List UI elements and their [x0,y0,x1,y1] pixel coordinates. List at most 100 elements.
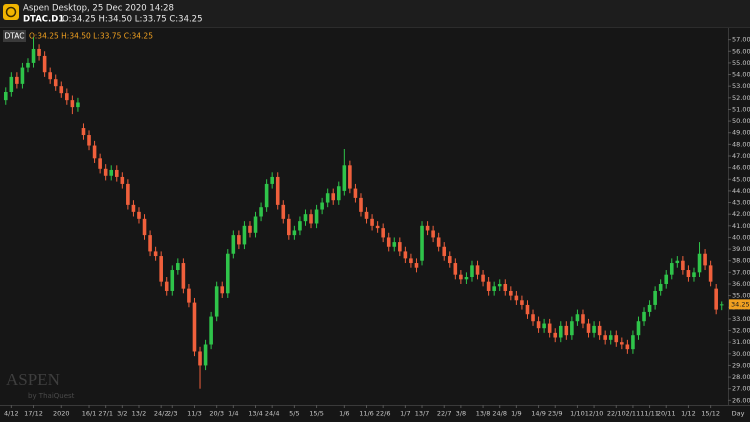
x-tick-label: 3/8 [456,410,466,418]
x-tick-label: 24/8 [492,410,507,418]
candle-body [464,277,469,280]
candle-body [3,91,8,101]
candle-body [176,263,180,271]
candle-body [159,256,163,282]
candle-body [425,225,430,231]
x-tick-label: 17/12 [24,410,43,418]
candle-body [131,204,136,212]
candle-body [636,321,641,336]
x-tick-label: 2020 [53,410,70,418]
candle-body [164,281,169,291]
candle-body [714,288,718,310]
y-tick-label: 43.00 [732,199,750,207]
y-tick-label: 35.00 [732,292,750,300]
candle-body [31,48,36,63]
header-bar [0,0,750,27]
candle-body [231,235,236,254]
candle-body [248,225,252,233]
x-tick-label: 13/7 [415,410,430,418]
x-tick-label: 1/4 [228,410,238,418]
candle-body [692,272,696,278]
y-tick-label: 26.00 [732,396,750,404]
candle-body [697,253,702,273]
y-tick-label: 46.00 [732,164,750,172]
candle-body [187,288,191,303]
candle-body [447,256,452,264]
candle-body [270,176,274,184]
x-tick-label: 4/12 [4,410,19,418]
candle-body [497,283,502,287]
y-tick-label: 29.00 [732,361,750,369]
candle-body [287,218,291,236]
last-price-marker [729,299,750,310]
app-icon[interactable] [3,4,19,20]
candle-body [553,332,558,338]
x-tick-label: 3/2 [117,410,127,418]
x-tick-label: 1/12 [681,410,696,418]
candle-body [503,283,508,291]
y-tick-label: 37.00 [732,268,750,276]
candle-body [303,214,308,222]
header-ohlc: O:34.25 H:34.50 L:33.75 C:34.25 [62,15,203,25]
y-tick-label: 44.00 [732,187,750,195]
candle-body [453,263,458,275]
candle-body [281,204,286,219]
y-tick-label: 40.00 [732,233,750,241]
watermark-by: by ThaiQuest [28,392,75,400]
candle-body [642,311,646,322]
candle-body [114,169,119,177]
x-tick-label: 15/5 [309,410,324,418]
candle-body [436,237,441,247]
x-tick-label: 11/6 [359,410,374,418]
candle-body [586,323,591,333]
candle-body [669,263,674,275]
symbol-badge [3,30,26,42]
y-tick-label: 31.00 [732,338,750,346]
candle-body [597,325,602,336]
x-tick-label: 22/10 [607,410,626,418]
candle-body [386,237,391,247]
candle-body [686,270,691,278]
y-tick-label: 49.00 [732,129,750,137]
x-tick-label: 11/11 [640,410,659,418]
y-tick-label: 38.00 [732,257,750,265]
candle-body [531,314,535,322]
candle-body [148,235,152,252]
candle-body [392,242,397,247]
candle-body [592,325,596,333]
x-tick-label: 13/4 [248,410,263,418]
candle-body [348,165,352,189]
candle-body [364,211,369,219]
candle-body [170,270,175,291]
x-tick-label: 13/8 [476,410,491,418]
chart-ohlc: O:34.25 H:34.50 L:33.75 C:34.25 [29,32,153,41]
candle-body [708,265,713,282]
candle-body [581,314,585,324]
y-tick-label: 53.00 [732,82,750,90]
y-tick-label: 32.00 [732,327,750,335]
candle-body [575,314,580,322]
candle-body [475,265,480,275]
candle-body [314,209,319,224]
symbol-period: DTAC.D1 [23,15,64,25]
candle-body [442,246,447,257]
x-tick-label: 1/6 [339,410,349,418]
candle-body [214,286,219,317]
x-tick-label: 24/4 [265,410,280,418]
candle-body [242,225,247,245]
candle-body [509,290,513,296]
x-tick-label: 27/1 [98,410,113,418]
window-title: Aspen Desktop, 25 Dec 2020 14:28 [23,4,174,14]
y-tick-label: 54.00 [732,71,750,79]
candle-body [719,304,724,306]
candle-body [420,225,424,261]
candle-body [225,253,230,294]
y-tick-label: 36.00 [732,280,750,288]
candle-body [342,165,347,191]
y-tick-label: 48.00 [732,140,750,148]
candle-body [298,221,302,231]
candle-body [681,260,685,271]
candle-body [198,351,202,366]
candle-body [492,286,496,291]
